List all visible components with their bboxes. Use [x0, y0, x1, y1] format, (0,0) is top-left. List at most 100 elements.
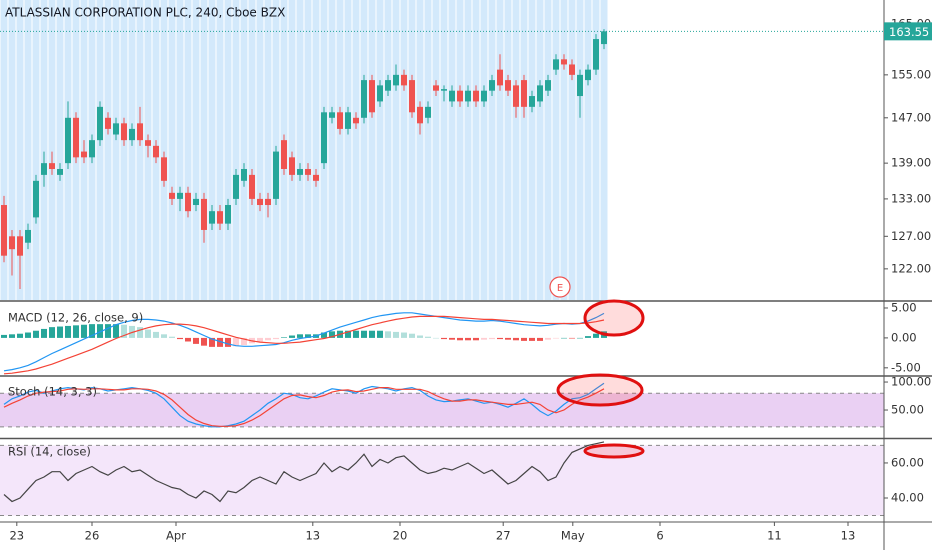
indicator-line	[3, 315, 605, 375]
histogram-bar	[457, 337, 463, 341]
session-stripe	[336, 0, 344, 300]
histogram-bar	[265, 337, 271, 341]
histogram-bar	[65, 325, 71, 338]
histogram-bar	[377, 330, 383, 338]
candle-body	[449, 90, 455, 102]
histogram-bar	[353, 330, 359, 338]
session-stripe	[16, 0, 24, 300]
candle-body	[137, 123, 143, 141]
y-tick-label: 147.00	[891, 110, 931, 124]
candle-body	[25, 229, 31, 243]
histogram-bar	[401, 332, 407, 338]
session-stripe	[168, 0, 176, 300]
candle-body	[225, 205, 231, 224]
candle-body	[489, 80, 495, 91]
session-stripe	[328, 0, 336, 300]
histogram-bar	[73, 325, 79, 338]
highlight-ellipse	[583, 443, 645, 459]
histogram-bar	[561, 337, 567, 339]
y-tick-label: 155.00	[891, 67, 931, 81]
session-stripe	[480, 0, 488, 300]
candle-body	[233, 174, 239, 199]
session-stripe	[8, 0, 16, 300]
session-stripe	[304, 0, 312, 300]
last-price-box	[884, 22, 932, 41]
candle-body	[369, 80, 375, 113]
candle-body	[313, 174, 319, 181]
histogram-bar	[577, 337, 583, 339]
session-stripe	[136, 0, 144, 300]
session-stripe	[440, 0, 448, 300]
y-tick-label: -5.00	[891, 360, 921, 374]
histogram-bar	[481, 337, 487, 340]
histogram-bar	[473, 337, 479, 341]
candle-body	[505, 80, 511, 91]
session-stripe	[392, 0, 400, 300]
session-stripe	[560, 0, 568, 300]
indicator-title: RSI (14, close)	[8, 445, 91, 459]
x-tick-label: 13	[841, 529, 856, 543]
histogram-bar	[33, 330, 39, 338]
histogram-bar	[225, 337, 231, 347]
session-stripe	[56, 0, 64, 300]
histogram-bar	[593, 333, 599, 338]
x-tick-label: Apr	[166, 529, 186, 543]
histogram-bar	[97, 324, 103, 338]
earnings-marker[interactable]	[549, 276, 571, 298]
histogram-bar	[553, 337, 559, 339]
candle-body	[65, 117, 71, 164]
y-tick-label: 127.00	[891, 229, 931, 243]
candle-body	[145, 140, 151, 146]
candle-body	[561, 59, 567, 65]
candle-body	[1, 205, 7, 256]
session-stripe	[200, 0, 208, 300]
histogram-bar	[169, 336, 175, 338]
histogram-bar	[233, 337, 239, 347]
candle-body	[273, 151, 279, 199]
session-stripe	[600, 0, 608, 300]
candle-body	[441, 89, 447, 91]
session-stripe	[352, 0, 360, 300]
session-stripe	[344, 0, 352, 300]
candle-body	[217, 211, 223, 224]
axis-labels-layer: 165.00155.00147.00139.00133.00127.00122.…	[9, 17, 932, 543]
session-stripe	[384, 0, 392, 300]
session-stripe	[360, 0, 368, 300]
histogram-bar	[449, 337, 455, 340]
session-stripe	[504, 0, 512, 300]
session-stripe	[48, 0, 56, 300]
session-stripe	[120, 0, 128, 300]
histogram-bar	[537, 337, 543, 341]
x-tick-label: 6	[656, 529, 663, 543]
candle-body	[537, 85, 543, 102]
histogram-bar	[417, 335, 423, 338]
histogram-bar	[425, 336, 431, 338]
session-stripe	[408, 0, 416, 300]
candle-body	[193, 198, 199, 206]
histogram-bar	[369, 330, 375, 338]
session-stripe	[240, 0, 248, 300]
session-stripe	[544, 0, 552, 300]
session-stripe	[376, 0, 384, 300]
histogram-bar	[393, 331, 399, 338]
candle-body	[297, 168, 303, 175]
candle-body	[337, 112, 343, 129]
highlight-ellipse	[583, 299, 645, 337]
y-tick-label: 60.00	[891, 455, 924, 469]
candle-body	[497, 69, 503, 86]
indicator-line	[3, 382, 605, 428]
candle-body	[265, 198, 271, 206]
session-stripe	[424, 0, 432, 300]
candle-body	[361, 80, 367, 118]
session-stripe	[520, 0, 528, 300]
histogram-bar	[17, 333, 23, 338]
histogram-bar	[497, 337, 503, 340]
candle-body	[89, 140, 95, 158]
candle-body	[249, 174, 255, 199]
y-tick-label: 50.00	[891, 403, 924, 417]
session-stripe	[40, 0, 48, 300]
histogram-bar	[305, 334, 311, 338]
candle-body	[161, 157, 167, 181]
session-stripe	[536, 0, 544, 300]
candle-body	[417, 106, 423, 124]
